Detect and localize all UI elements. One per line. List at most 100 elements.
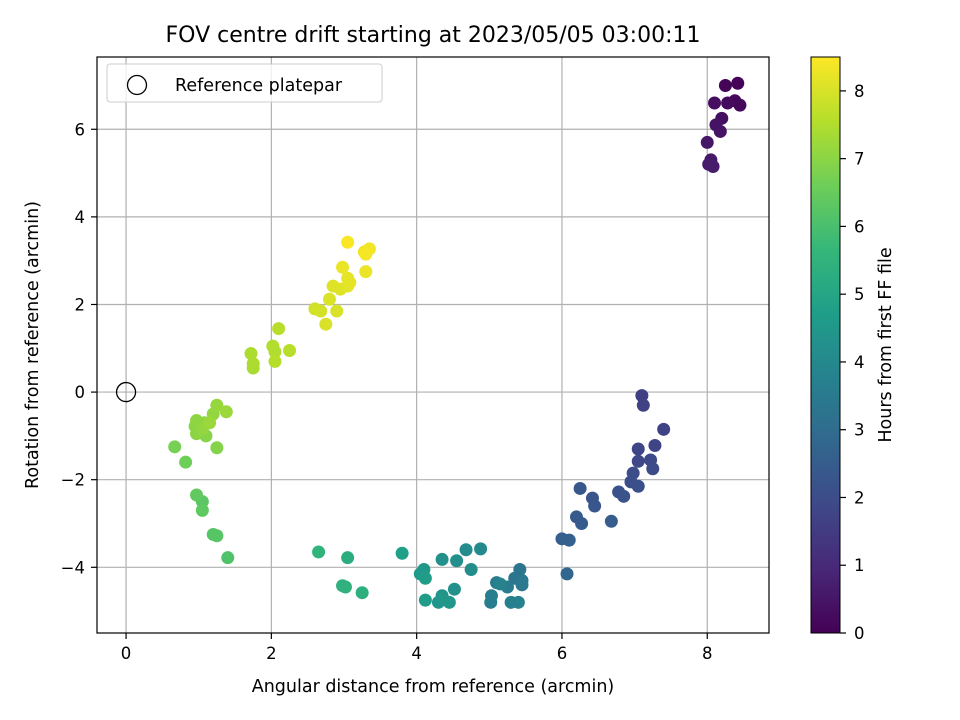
data-point <box>474 542 488 556</box>
data-point <box>435 592 449 606</box>
y-axis-ticks: −4 −2 0 2 4 6 <box>61 120 97 577</box>
colorbar-label: Hours from first FF file <box>876 247 896 442</box>
data-point <box>604 514 618 528</box>
data-point <box>700 135 714 149</box>
data-point <box>450 554 464 568</box>
x-axis-ticks: 0 2 4 6 8 <box>121 633 713 663</box>
data-point <box>646 462 660 476</box>
colorbar-tick-label: 8 <box>854 82 865 101</box>
data-point <box>511 595 525 609</box>
data-point <box>706 160 720 174</box>
data-point <box>168 440 182 454</box>
data-point <box>341 551 355 565</box>
data-point <box>635 389 649 403</box>
data-point <box>657 422 671 436</box>
data-point <box>733 98 747 112</box>
data-point <box>210 441 224 455</box>
y-tick-label: −2 <box>61 471 85 490</box>
colorbar-tick-label: 7 <box>854 150 865 169</box>
y-tick-label: −4 <box>61 558 85 577</box>
data-point <box>631 479 645 493</box>
data-point <box>210 529 224 543</box>
colorbar-ticks: 0 1 2 3 4 5 6 7 8 <box>840 82 865 643</box>
data-point <box>314 304 328 318</box>
data-point <box>631 454 645 468</box>
data-point <box>246 357 260 371</box>
x-tick-label: 2 <box>266 644 277 663</box>
legend: Reference platepar <box>106 63 383 103</box>
data-point <box>573 481 587 495</box>
data-point <box>272 322 286 336</box>
data-point <box>718 78 732 92</box>
data-point <box>203 416 217 430</box>
data-point <box>190 488 204 502</box>
data-point <box>713 124 727 138</box>
colorbar-tick-label: 1 <box>854 556 865 575</box>
data-point <box>418 571 432 585</box>
colorbar-gradient <box>810 56 841 634</box>
reference-marker <box>115 381 137 403</box>
data-point <box>721 96 735 110</box>
legend-label: Reference platepar <box>175 76 343 96</box>
data-points <box>115 76 747 609</box>
data-point <box>221 551 235 565</box>
data-point <box>731 76 745 90</box>
data-point <box>560 567 574 581</box>
gridlines <box>97 57 769 633</box>
y-axis-label: Rotation from reference (arcmin) <box>23 201 43 489</box>
y-tick-label: 6 <box>75 120 86 139</box>
data-point <box>359 265 373 279</box>
data-point <box>464 562 478 576</box>
data-point <box>631 442 645 456</box>
data-point <box>395 546 409 560</box>
data-point <box>617 489 631 503</box>
colorbar-tick-label: 2 <box>854 488 865 507</box>
data-point <box>338 580 352 594</box>
data-point <box>268 354 282 368</box>
data-point <box>244 347 258 361</box>
colorbar-tick-label: 4 <box>854 353 865 372</box>
colorbar-tick-label: 6 <box>854 217 865 236</box>
data-point <box>575 516 589 530</box>
data-point <box>588 499 602 513</box>
data-point <box>435 552 449 566</box>
data-point <box>447 582 461 596</box>
data-point <box>330 304 344 318</box>
data-point <box>268 345 282 359</box>
colorbar: 0 1 2 3 4 5 6 7 8 Hours from first FF file <box>810 56 896 643</box>
data-point <box>493 577 507 591</box>
y-tick-label: 4 <box>75 208 86 227</box>
y-tick-label: 2 <box>75 295 86 314</box>
data-point <box>636 398 650 412</box>
data-point <box>648 439 662 453</box>
data-point <box>484 595 498 609</box>
colorbar-tick-label: 5 <box>854 285 865 304</box>
data-point <box>179 455 193 469</box>
data-point <box>341 271 355 285</box>
data-point <box>195 503 209 517</box>
data-point <box>283 343 297 357</box>
data-point <box>562 533 576 547</box>
data-point <box>459 543 473 557</box>
x-tick-label: 0 <box>121 644 132 663</box>
data-point <box>210 398 224 412</box>
x-axis-label: Angular distance from reference (arcmin) <box>252 677 615 697</box>
data-point <box>319 317 333 331</box>
legend-box <box>106 63 383 103</box>
data-point <box>312 545 326 559</box>
data-point <box>341 235 355 249</box>
data-point <box>355 586 369 600</box>
x-tick-label: 8 <box>702 644 713 663</box>
x-tick-label: 6 <box>557 644 568 663</box>
data-point <box>708 96 722 110</box>
y-tick-label: 0 <box>75 383 86 402</box>
data-point <box>515 578 529 592</box>
legend-marker <box>126 74 148 96</box>
plot-frame <box>96 56 770 634</box>
data-point <box>418 593 432 607</box>
data-point <box>322 292 336 306</box>
data-point <box>336 260 350 274</box>
chart-title: FOV centre drift starting at 2023/05/05 … <box>166 23 701 48</box>
colorbar-tick-label: 3 <box>854 421 865 440</box>
